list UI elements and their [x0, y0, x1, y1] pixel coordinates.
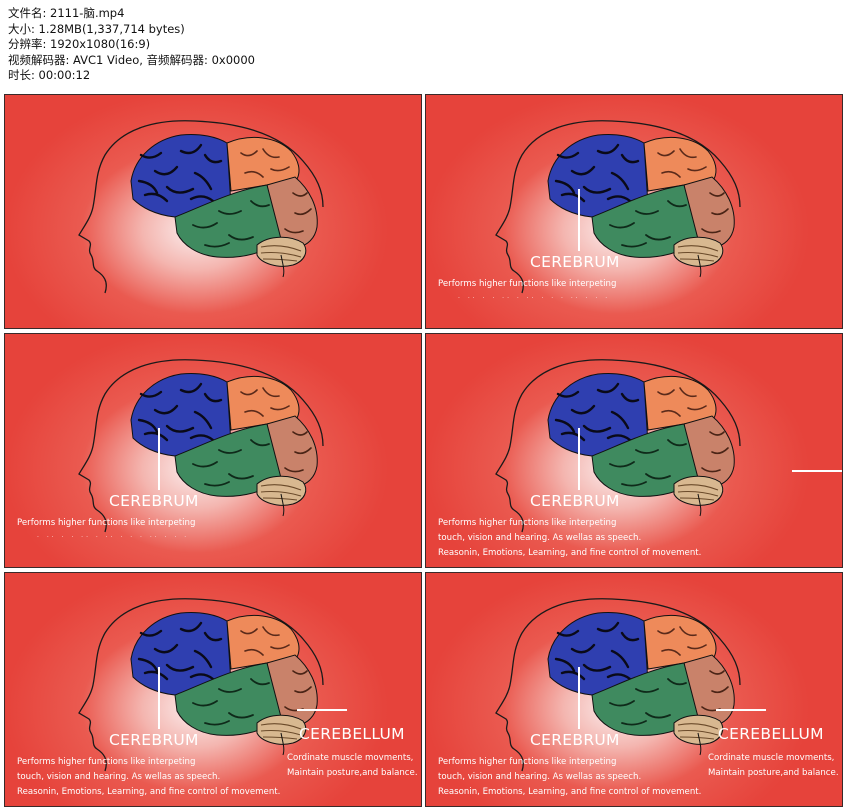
- cerebrum-pointer: [578, 667, 580, 729]
- cerebrum-pointer: [578, 189, 580, 251]
- brain-illustration: [494, 119, 742, 295]
- file-duration: 时长: 00:00:12: [8, 68, 91, 83]
- cerebrum-label: CEREBRUM: [109, 492, 199, 510]
- brain-illustration: [77, 358, 325, 534]
- cerebrum-desc-line1: Performs higher functions like interpeti…: [438, 518, 617, 528]
- cerebrum-desc-line3: Reasonin, Emotions, Learning, and fine c…: [438, 787, 702, 797]
- cerebrum-desc-line1: Performs higher functions like interpeti…: [438, 757, 617, 767]
- cerebellum-label: CEREBELLUM: [299, 725, 405, 743]
- video-frame-1: [4, 94, 422, 329]
- file-resolution: 分辨率: 1920x1080(16:9): [8, 37, 151, 52]
- fading-text-row: · ·· · · ·· · ·· · · · ·· · · ·: [37, 534, 190, 541]
- cerebrum-desc-line2: touch, vision and hearing. As wellas as …: [438, 533, 642, 543]
- file-name: 文件名: 2111-脑.mp4: [8, 6, 125, 20]
- cerebrum-label: CEREBRUM: [530, 492, 620, 510]
- cerebellum-desc-line1: Cordinate muscle movments,: [708, 753, 835, 763]
- cerebrum-desc-line3: Reasonin, Emotions, Learning, and fine c…: [17, 787, 281, 797]
- cerebrum-label: CEREBRUM: [109, 731, 199, 749]
- cerebellum-pointer: [792, 470, 842, 472]
- cerebellum-pointer: [716, 709, 766, 711]
- video-frame-5: CEREBRUM CEREBELLUM Performs higher func…: [4, 572, 422, 807]
- file-size: 大小: 1.28MB(1,337,714 bytes): [8, 21, 185, 36]
- video-frame-3: CEREBRUM Performs higher functions like …: [4, 333, 422, 568]
- cerebellum-desc-line1: Cordinate muscle movments,: [287, 753, 414, 763]
- video-frame-4: CEREBRUM Performs higher functions like …: [425, 333, 843, 568]
- brain-illustration: [77, 119, 325, 295]
- thumbnail-grid: CEREBRUM Performs higher functions like …: [4, 94, 844, 808]
- cerebrum-pointer: [158, 667, 160, 729]
- video-frame-2: CEREBRUM Performs higher functions like …: [425, 94, 843, 329]
- file-codec: 视频解码器: AVC1 Video, 音频解码器: 0x0000: [8, 52, 255, 67]
- cerebrum-label: CEREBRUM: [530, 253, 620, 271]
- cerebrum-pointer: [158, 428, 160, 490]
- video-frame-6: CEREBRUM CEREBELLUM Performs higher func…: [425, 572, 843, 807]
- cerebrum-desc-line3: Reasonin, Emotions, Learning, and fine c…: [438, 548, 702, 558]
- cerebrum-desc-line2: touch, vision and hearing. As wellas as …: [438, 772, 642, 782]
- cerebellum-label: CEREBELLUM: [718, 725, 824, 743]
- cerebrum-desc-line2: touch, vision and hearing. As wellas as …: [17, 772, 221, 782]
- cerebrum-desc-line1: Performs higher functions like interpeti…: [438, 279, 617, 289]
- cerebellum-pointer: [297, 709, 347, 711]
- file-info-panel: 文件名: 2111-脑.mp4 大小: 1.28MB(1,337,714 byt…: [8, 6, 608, 84]
- cerebrum-desc-line1: Performs higher functions like interpeti…: [17, 757, 196, 767]
- cerebrum-pointer: [578, 428, 580, 490]
- cerebellum-desc-line2: Maintain posture,and balance.: [708, 768, 839, 778]
- cerebrum-desc-line1: Performs higher functions like interpeti…: [17, 518, 196, 528]
- fading-text-row: · ·· · · ·· · ·· · · · ·· · · ·: [458, 295, 611, 302]
- cerebrum-label: CEREBRUM: [530, 731, 620, 749]
- cerebellum-desc-line2: Maintain posture,and balance.: [287, 768, 418, 778]
